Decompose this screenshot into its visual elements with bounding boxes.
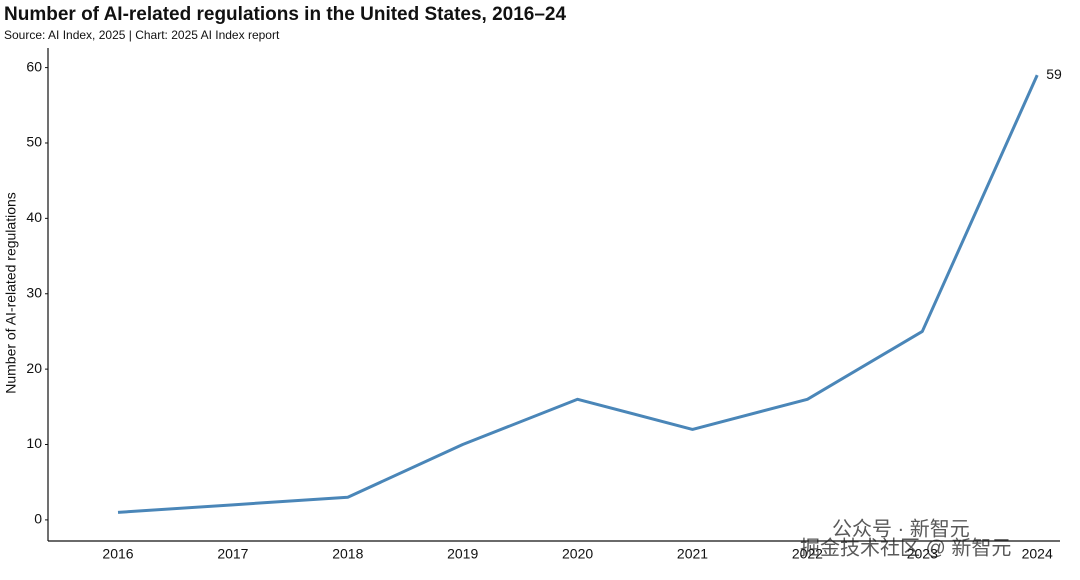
chart-title: Number of AI-related regulations in the … <box>4 4 566 25</box>
y-tick-label: 60 <box>26 58 42 74</box>
watermark: 公众号 · 新智元 <box>832 517 970 540</box>
y-axis-label: Number of AI-related regulations <box>3 192 19 394</box>
watermark: 掘金技术社区 @ 新智元 <box>800 536 1011 559</box>
line-series <box>117 74 1039 514</box>
x-tick-label: 2017 <box>217 546 248 562</box>
x-tick-label: 2024 <box>1022 546 1053 562</box>
x-tick-label: 2019 <box>447 546 478 562</box>
y-tick-label: 10 <box>26 435 42 451</box>
x-tick-label: 2021 <box>677 546 708 562</box>
chart-subtitle: Source: AI Index, 2025 | Chart: 2025 AI … <box>4 28 280 42</box>
data-label: 59 <box>1046 66 1062 82</box>
y-tick-label: 0 <box>34 511 42 527</box>
x-tick-label: 2023 <box>907 546 938 562</box>
x-tick-label: 2020 <box>562 546 593 562</box>
x-tick-label: 2022 <box>792 546 823 562</box>
y-tick-label: 30 <box>26 284 42 300</box>
x-tick-label: 2016 <box>102 546 133 562</box>
y-tick-label: 50 <box>26 134 42 150</box>
y-tick-label: 40 <box>26 209 42 225</box>
x-tick-label: 2018 <box>332 546 363 562</box>
y-tick-label: 20 <box>26 360 42 376</box>
